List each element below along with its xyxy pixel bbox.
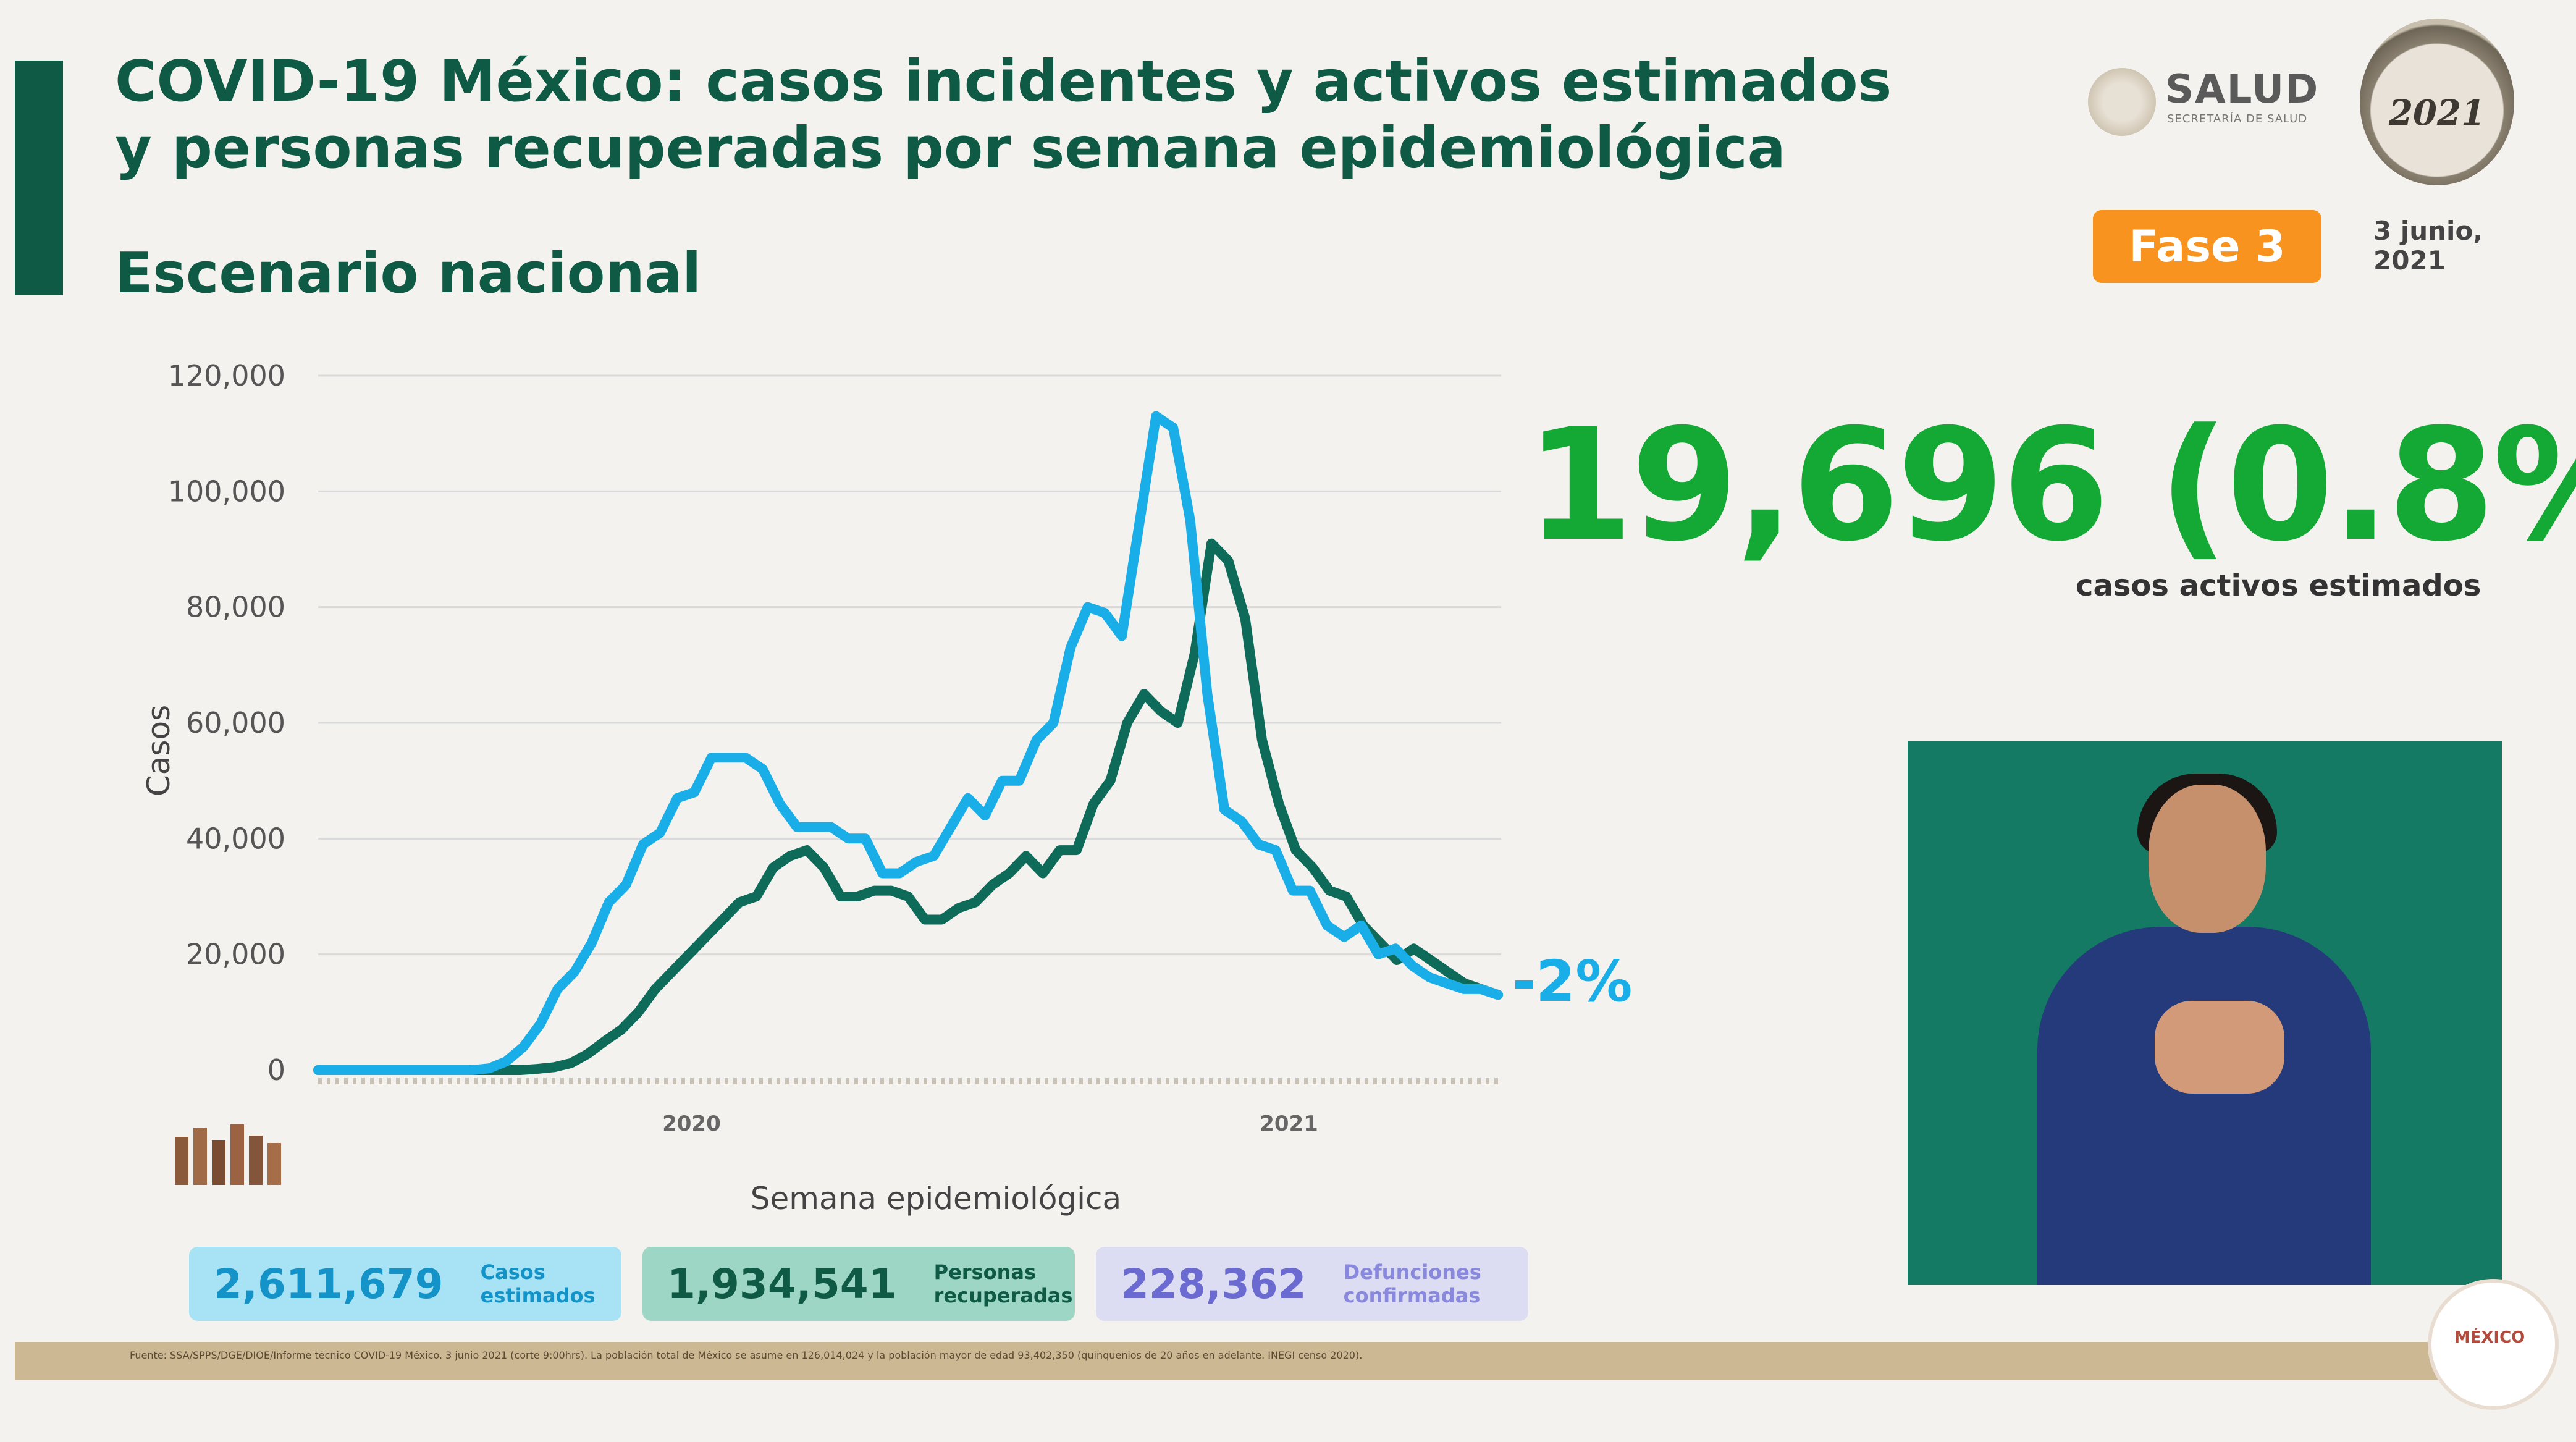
mexico-seal-icon	[2428, 1279, 2559, 1410]
series-line	[313, 538, 1503, 1075]
y-tick-label: 80,000	[186, 591, 285, 624]
recovered-box: 1,934,541 Personas recuperadas	[642, 1247, 1075, 1321]
recovered-label: Personas recuperadas	[933, 1260, 1073, 1307]
y-tick-label: 60,000	[186, 706, 285, 740]
source-bar	[15, 1342, 2548, 1380]
phase-badge: Fase 3	[2093, 210, 2321, 283]
estimated-cases-box: 2,611,679 Casos estimados	[189, 1247, 621, 1321]
chart-year-labels: 2020 2021	[662, 1111, 1318, 1136]
sign-language-interpreter-video	[1908, 741, 2502, 1285]
chart-grid	[318, 374, 1501, 956]
page-subtitle: Escenario nacional	[115, 241, 702, 306]
estimated-cases-value: 2,611,679	[214, 1260, 444, 1308]
salud-logo: SALUD	[2165, 67, 2320, 112]
year-tick-label: 2021	[1260, 1111, 1318, 1136]
page-title: COVID-19 México: casos incidentes y acti…	[115, 48, 1892, 181]
recovered-value: 1,934,541	[667, 1260, 897, 1308]
interpreter-head	[2149, 785, 2266, 933]
weekly-change: -2%	[1512, 948, 1633, 1014]
interpreter-hands	[2155, 1001, 2284, 1094]
y-tick-label: 40,000	[186, 822, 285, 855]
deaths-value: 228,362	[1121, 1260, 1307, 1308]
chart-y-ticks: 0 20,000 40,000 60,000 80,000 100,000 120,000	[168, 359, 285, 1087]
y-tick-label: 0	[267, 1053, 285, 1087]
x-axis-title: Semana epidemiológica	[751, 1181, 1121, 1216]
source-note: Fuente: SSA/SPPS/DGE/DIOE/Informe técnic…	[130, 1349, 1363, 1361]
year-tick-label: 2020	[662, 1111, 721, 1136]
emblem-year: 2021	[2389, 93, 2485, 133]
estimated-cases-label: Casos estimados	[480, 1260, 596, 1307]
active-cases-label: casos activos estimados	[2076, 568, 2481, 603]
y-tick-label: 120,000	[168, 359, 285, 392]
interpreter-body	[2037, 927, 2371, 1285]
mexico-2021-emblem-icon	[2360, 19, 2514, 185]
salud-seal-icon	[2088, 68, 2156, 136]
mexico-seal-text: MÉXICO	[2454, 1328, 2525, 1347]
y-axis-title: Casos	[141, 705, 177, 796]
salud-logo-subtext: SECRETARÍA DE SALUD	[2167, 112, 2308, 125]
y-tick-label: 100,000	[168, 474, 285, 508]
active-cases-value: 19,696 (0.8%)	[1526, 395, 2576, 575]
series-line	[313, 411, 1503, 1075]
accent-bar	[15, 61, 63, 295]
people-illustration-icon	[175, 1124, 281, 1185]
deaths-label: Defunciones confirmadas	[1343, 1260, 1481, 1307]
deaths-box: 228,362 Defunciones confirmadas	[1096, 1247, 1528, 1321]
chart-series	[313, 411, 1503, 1075]
report-date: 3 junio, 2021	[2373, 216, 2483, 276]
y-tick-label: 20,000	[186, 938, 285, 971]
